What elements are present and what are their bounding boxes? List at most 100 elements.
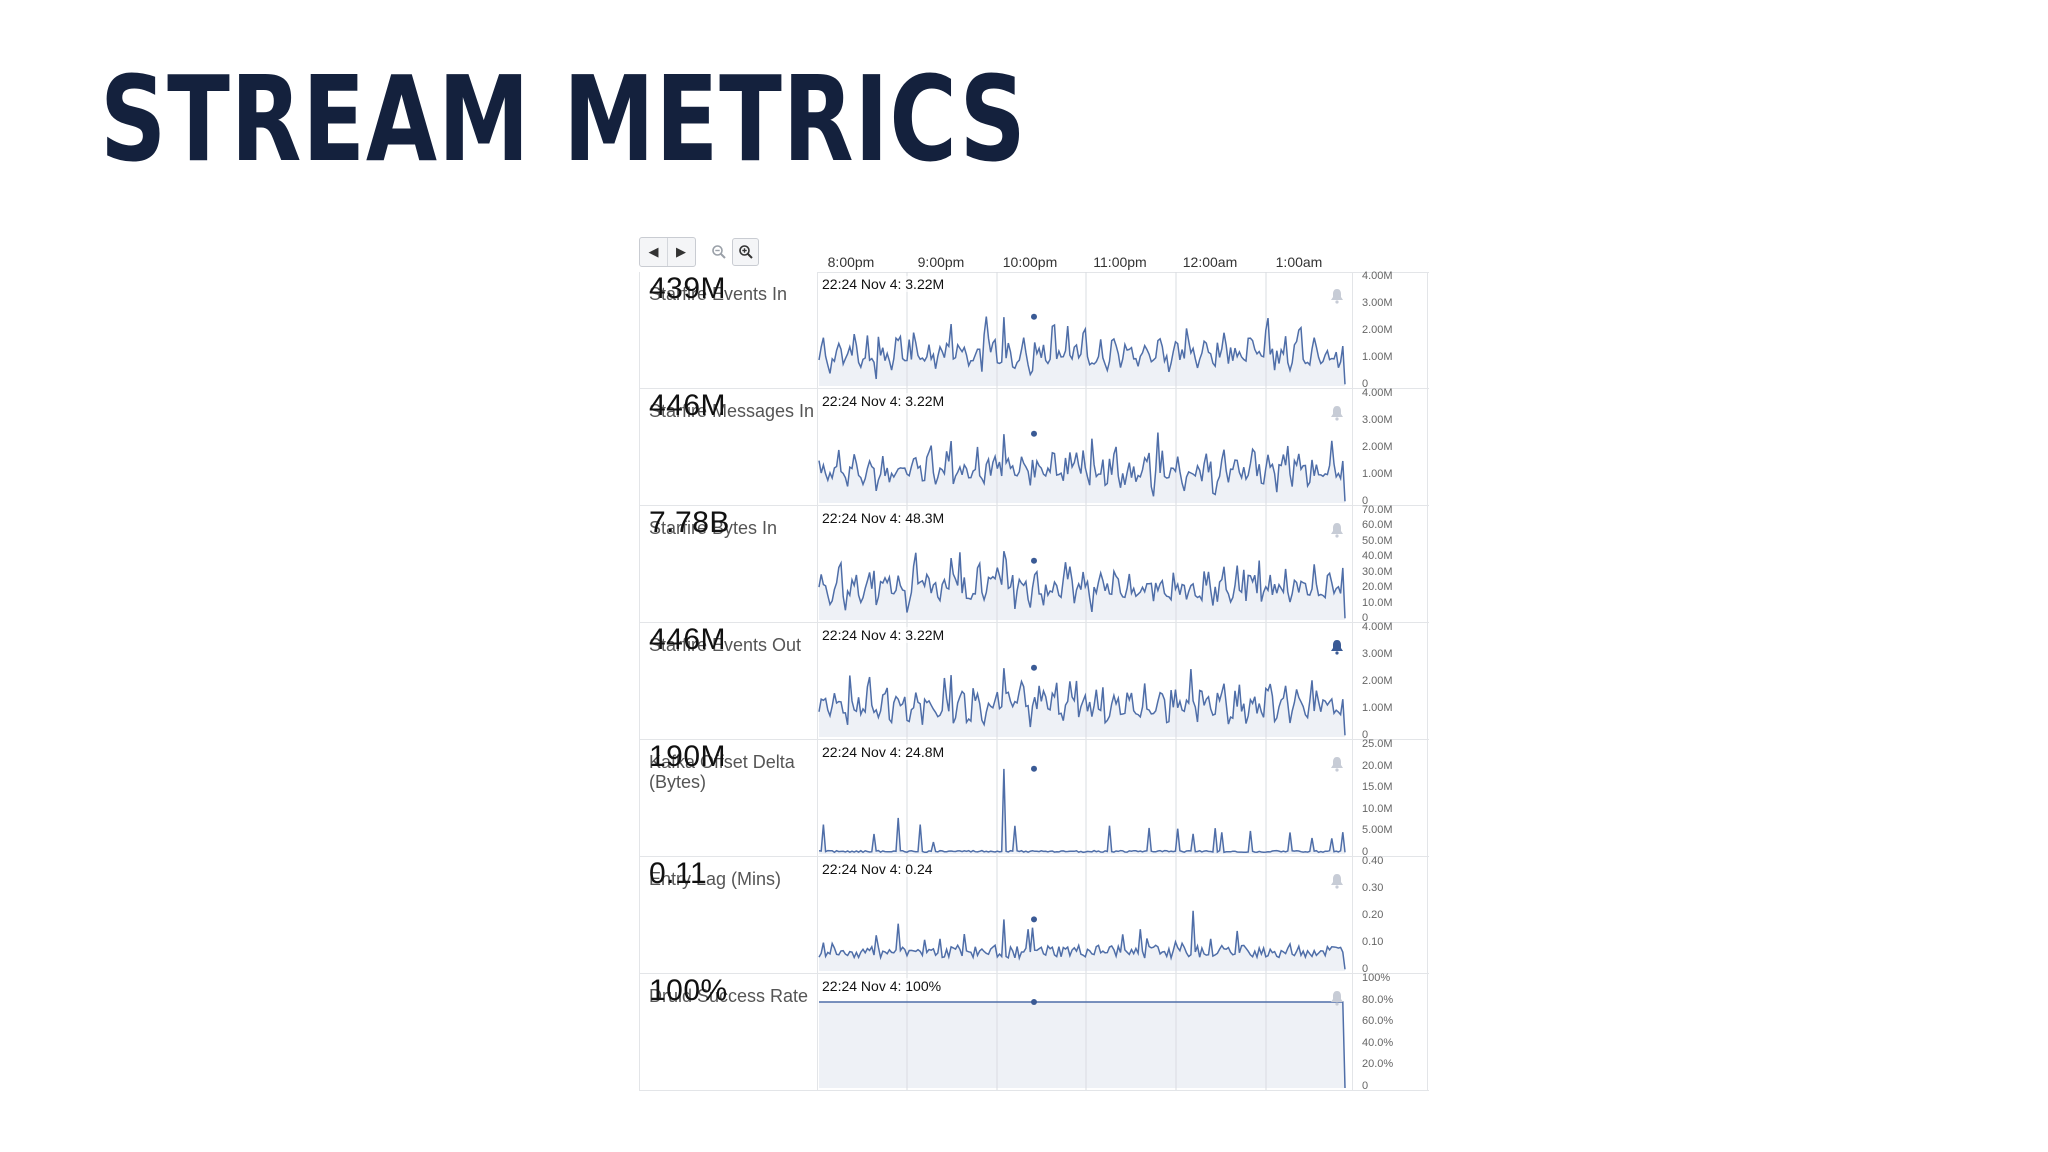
hover-point xyxy=(1031,999,1037,1005)
metric-panel: Starfire Messages In 446M 22:24 Nov 4: 3.2… xyxy=(639,387,1429,507)
metric-panel: Kafka Offset Delta (Bytes) 190M 22:24 Nov … xyxy=(639,738,1429,858)
hover-readout: 22:24 Nov 4: 48.3M xyxy=(822,510,945,526)
y-tick-label: 0 xyxy=(1362,378,1369,390)
y-axis: 25.0M 20.0M 15.0M 10.0M 5.00M 0 xyxy=(1352,738,1428,858)
y-tick-label: 3.00M xyxy=(1362,648,1393,660)
metric-title: Starfire Bytes In xyxy=(649,518,778,538)
metric-value: 439M xyxy=(649,272,727,305)
y-tick-label: 30.0M xyxy=(1362,565,1393,578)
series-line xyxy=(818,316,1346,385)
pan-left-button[interactable]: ◀ xyxy=(640,238,667,266)
metric-chart-svg xyxy=(818,857,1346,973)
alert-bell-icon[interactable] xyxy=(1330,522,1344,538)
slide-title: STREAM METRICS xyxy=(100,50,1027,188)
hover-point xyxy=(1031,765,1037,772)
alert-bell-icon[interactable] xyxy=(1330,288,1344,304)
metric-chart[interactable]: 22:24 Nov 4: 3.22M xyxy=(818,623,1352,739)
metric-chart[interactable]: 22:24 Nov 4: 3.22M xyxy=(818,272,1352,388)
zoom-in-icon xyxy=(738,245,753,259)
alert-bell-icon[interactable] xyxy=(1330,405,1344,421)
series-line xyxy=(819,1001,1346,1089)
metric-panel: Entry Lag (Mins) 0.11 22:24 Nov 4: 0.24 0.4… xyxy=(639,855,1429,975)
y-axis: 4.00M 3.00M 2.00M 1.00M 0 xyxy=(1352,621,1428,741)
y-axis: 4.00M 3.00M 2.00M 1.00M 0 xyxy=(1352,270,1428,390)
y-tick-label: 3.00M xyxy=(1362,414,1393,426)
pan-buttons: ◀ ▶ xyxy=(639,237,696,267)
y-tick-label: 0 xyxy=(1362,612,1369,624)
alert-bell-icon[interactable] xyxy=(1330,756,1344,772)
series-line xyxy=(818,551,1346,619)
metric-title: Kafka Offset Delta (Bytes) xyxy=(649,752,795,792)
metric-value: 446M xyxy=(649,623,727,656)
metric-label-cell: Starfire Events Out 446M xyxy=(639,623,818,739)
y-tick-label: 1.00M xyxy=(1362,468,1393,480)
time-axis-label: 1:00am xyxy=(1275,254,1323,270)
y-tick-label: 4.00M xyxy=(1362,621,1393,633)
y-tick-label: 3.00M xyxy=(1362,297,1393,309)
metric-title: Entry Lag (Mins) xyxy=(649,869,782,889)
pan-right-button[interactable]: ▶ xyxy=(667,238,694,266)
metric-panel: Druid Success Rate 100% 22:24 Nov 4: 100% 1… xyxy=(639,972,1429,1092)
y-axis: 4.00M 3.00M 2.00M 1.00M 0 xyxy=(1352,387,1428,507)
alert-bell-icon[interactable] xyxy=(1330,990,1344,1006)
hover-readout: 22:24 Nov 4: 3.22M xyxy=(822,393,945,409)
alert-bell-icon[interactable] xyxy=(1330,873,1344,889)
metric-label-cell: Starfire Bytes In 7.78B xyxy=(639,506,818,622)
metric-title: Starfire Events Out xyxy=(649,635,802,655)
metric-chart-svg xyxy=(818,623,1346,739)
metric-chart[interactable]: 22:24 Nov 4: 0.24 xyxy=(818,857,1352,973)
zoom-in-button[interactable] xyxy=(732,238,759,266)
y-tick-label: 0.10 xyxy=(1362,936,1384,948)
hover-point xyxy=(1031,916,1037,923)
y-tick-label: 60.0% xyxy=(1362,1015,1394,1028)
y-tick-label: 4.00M xyxy=(1362,387,1393,399)
time-axis-label: 9:00pm xyxy=(917,254,965,270)
zoom-buttons xyxy=(704,237,761,267)
y-tick-label: 1.00M xyxy=(1362,351,1393,363)
metric-chart-svg xyxy=(818,506,1346,622)
metric-chart[interactable]: 22:24 Nov 4: 48.3M xyxy=(818,506,1352,622)
hover-readout: 22:24 Nov 4: 100% xyxy=(822,978,942,994)
y-tick-label: 50.0M xyxy=(1362,534,1393,547)
metric-label-cell: Druid Success Rate 100% xyxy=(639,974,818,1090)
metric-value: 446M xyxy=(649,389,727,422)
y-tick-label: 80.0% xyxy=(1362,993,1394,1006)
series-line xyxy=(818,910,1346,970)
y-tick-label: 70.0M xyxy=(1362,504,1393,516)
series-line xyxy=(818,768,1346,854)
y-tick-label: 20.0M xyxy=(1362,581,1393,594)
y-tick-label: 15.0M xyxy=(1362,781,1393,794)
time-axis-label: 10:00pm xyxy=(1002,254,1058,270)
y-tick-label: 60.0M xyxy=(1362,519,1393,532)
time-axis-label: 12:00am xyxy=(1182,254,1238,270)
grid-top-border xyxy=(639,272,1429,273)
y-tick-label: 10.0M xyxy=(1362,596,1393,609)
y-tick-label: 40.0% xyxy=(1362,1036,1394,1049)
y-tick-label: 20.0% xyxy=(1362,1058,1394,1071)
series-area xyxy=(819,1002,1345,1088)
zoom-out-button[interactable] xyxy=(705,238,732,266)
y-tick-label: 10.0M xyxy=(1362,802,1393,815)
metric-panel: Starfire Events Out 446M 22:24 Nov 4: 3.22… xyxy=(639,621,1429,741)
time-axis: 8:00pm 9:00pm 10:00pm 11:00pm 12:00am 1:00am xyxy=(818,254,1538,278)
metric-title: Druid Success Rate xyxy=(649,986,809,1006)
alert-bell-icon[interactable] xyxy=(1330,639,1344,655)
metric-title: Starfire Events In xyxy=(649,284,788,304)
y-tick-label: 0 xyxy=(1362,846,1369,858)
metric-chart[interactable]: 22:24 Nov 4: 100% xyxy=(818,974,1352,1090)
y-tick-label: 25.0M xyxy=(1362,738,1393,750)
y-tick-label: 100% xyxy=(1362,972,1391,984)
zoom-out-icon xyxy=(711,245,726,259)
metric-chart[interactable]: 22:24 Nov 4: 3.22M xyxy=(818,389,1352,505)
y-tick-label: 1.00M xyxy=(1362,702,1393,714)
y-tick-label: 0 xyxy=(1362,729,1369,741)
metric-chart[interactable]: 22:24 Nov 4: 24.8M xyxy=(818,740,1352,856)
y-axis: 70.0M 60.0M 50.0M 40.0M 30.0M 20.0M 10.0M 0 xyxy=(1352,504,1428,624)
y-tick-label: 0 xyxy=(1362,963,1369,975)
metric-chart-svg xyxy=(818,389,1346,505)
metric-label-cell: Kafka Offset Delta (Bytes) 190M xyxy=(639,740,818,856)
metric-label-cell: Entry Lag (Mins) 0.11 xyxy=(639,857,818,973)
hover-readout: 22:24 Nov 4: 24.8M xyxy=(822,744,945,760)
metric-value: 190M xyxy=(649,740,727,773)
metric-label-cell: Starfire Messages In 446M xyxy=(639,389,818,505)
